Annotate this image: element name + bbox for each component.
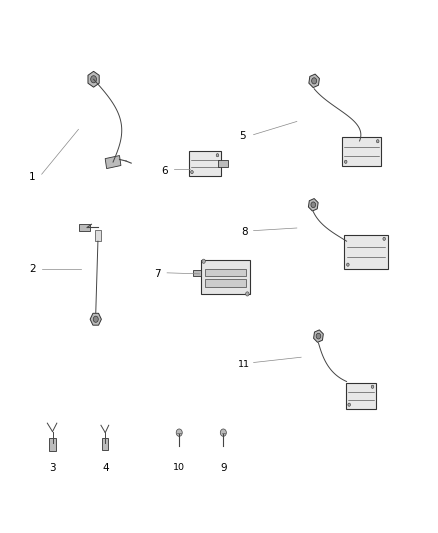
Circle shape <box>93 316 98 322</box>
Bar <box>342 137 381 166</box>
Polygon shape <box>79 224 90 231</box>
Circle shape <box>376 140 379 143</box>
Polygon shape <box>308 199 318 211</box>
Polygon shape <box>105 156 121 168</box>
Polygon shape <box>49 438 56 451</box>
Text: 10: 10 <box>173 464 185 472</box>
Polygon shape <box>90 313 101 325</box>
Circle shape <box>191 171 193 174</box>
Circle shape <box>216 154 219 157</box>
Polygon shape <box>88 71 99 87</box>
Circle shape <box>220 429 226 437</box>
Circle shape <box>344 160 347 164</box>
Text: 4: 4 <box>102 463 109 473</box>
Bar <box>205 269 246 276</box>
Polygon shape <box>102 438 108 450</box>
Circle shape <box>316 333 321 339</box>
Bar <box>95 230 100 241</box>
Circle shape <box>246 292 249 296</box>
Polygon shape <box>314 330 323 342</box>
Text: 9: 9 <box>220 463 226 473</box>
Circle shape <box>176 429 182 437</box>
Text: 5: 5 <box>240 131 246 141</box>
Text: 11: 11 <box>238 360 250 369</box>
Circle shape <box>311 202 316 208</box>
Text: 1: 1 <box>29 172 35 182</box>
Bar <box>201 260 251 294</box>
Circle shape <box>371 385 374 389</box>
Text: 3: 3 <box>49 463 56 473</box>
Bar <box>346 383 376 409</box>
Text: 8: 8 <box>241 227 247 237</box>
Circle shape <box>91 76 96 83</box>
Text: 6: 6 <box>161 166 168 175</box>
Bar <box>344 235 388 269</box>
Polygon shape <box>309 74 319 87</box>
Polygon shape <box>218 160 228 167</box>
Text: 7: 7 <box>154 269 161 279</box>
Circle shape <box>202 259 205 263</box>
Bar <box>188 151 221 176</box>
Text: 2: 2 <box>29 264 35 274</box>
Circle shape <box>311 78 317 84</box>
Circle shape <box>383 237 385 240</box>
Polygon shape <box>193 270 201 276</box>
Circle shape <box>348 403 350 406</box>
Bar <box>205 279 246 287</box>
Circle shape <box>346 263 349 266</box>
